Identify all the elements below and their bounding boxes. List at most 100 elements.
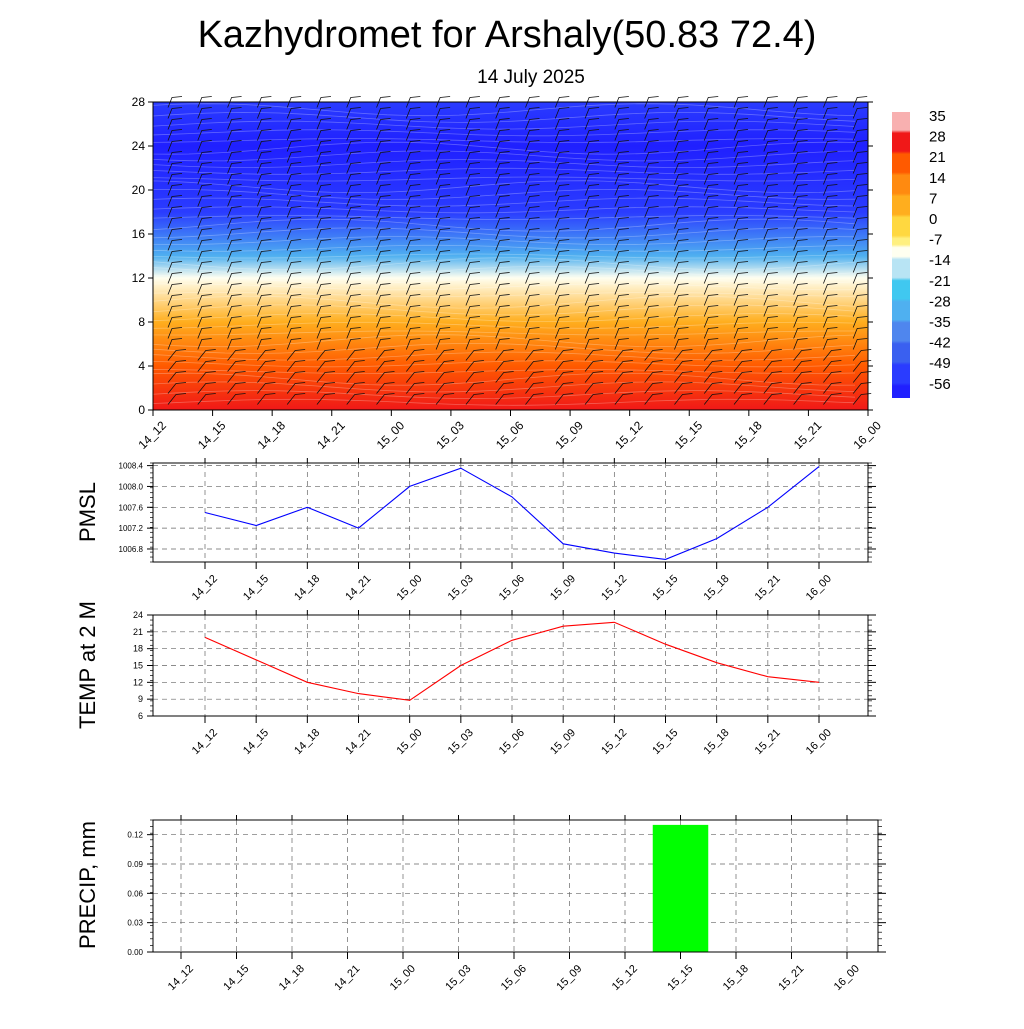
- y-tick-label: 28: [132, 95, 146, 109]
- x-tick-label: 15_06: [493, 418, 527, 452]
- x-tick-label: 15_06: [497, 573, 527, 603]
- x-tick-label: 14_21: [332, 963, 362, 993]
- colorbar-gradient: [892, 112, 910, 398]
- x-tick-label: 15_06: [499, 963, 529, 993]
- temp-2m-ylabel: TEMP at 2 M: [75, 601, 100, 729]
- x-tick-label: 14_12: [166, 963, 196, 993]
- x-tick-label: 15_00: [394, 727, 424, 757]
- y-tick-label: 24: [133, 610, 143, 620]
- x-tick-label: 15_03: [446, 727, 476, 757]
- x-tick-label: 14_15: [241, 573, 271, 603]
- y-tick-label: 0.12: [127, 831, 143, 840]
- y-tick-label: 18: [133, 644, 143, 654]
- y-tick-label: 0: [138, 403, 145, 417]
- y-tick-label: 4: [138, 359, 145, 373]
- x-tick-label: 15_00: [374, 418, 408, 452]
- colorbar-label: -21: [929, 273, 951, 290]
- x-tick-label: 14_18: [292, 727, 322, 757]
- x-tick-label: 15_12: [612, 418, 646, 452]
- x-tick-label: 14_18: [292, 573, 322, 603]
- x-tick-label: 16_00: [804, 573, 834, 603]
- pmsl-panel: 1006.8 1007.2 1007.6 1008.0 1008.4 14_12 14_15…: [75, 458, 876, 603]
- x-tick-label: 15_21: [753, 573, 783, 603]
- x-tick-label: 15_09: [548, 573, 578, 603]
- x-tick-label: 16_00: [832, 963, 862, 993]
- temp-2m-panel: 6 9 12 15 18 21 24 14_12 14_15 14_18 14_21 15_00 15_…: [75, 601, 876, 757]
- x-tick-label: 14_21: [343, 573, 373, 603]
- precip-ylabel: PRECIP, mm: [75, 821, 100, 949]
- colorbar-label: -35: [929, 314, 951, 331]
- y-tick-label: 0.09: [127, 860, 143, 869]
- x-tick-label: 15_18: [701, 573, 731, 603]
- chart-subtitle: 14 July 2025: [477, 67, 585, 88]
- x-tick-label: 15_18: [731, 418, 765, 452]
- x-tick-label: 14_12: [135, 418, 169, 452]
- y-tick-label: 1007.6: [119, 503, 144, 512]
- y-tick-label: 0.06: [127, 889, 143, 898]
- y-tick-label: 16: [132, 227, 146, 241]
- y-tick-label: 15: [133, 661, 143, 671]
- x-tick-label: 15_03: [446, 573, 476, 603]
- colorbar-label: 28: [929, 129, 946, 146]
- colorbar-label: -7: [929, 232, 942, 249]
- x-tick-label: 14_15: [195, 418, 229, 452]
- x-tick-label: 14_12: [190, 573, 220, 603]
- colorbar-label: -14: [929, 252, 951, 269]
- x-tick-label: 15_12: [610, 963, 640, 993]
- y-tick-label: 1007.2: [119, 524, 144, 533]
- y-tick-label: 1008.4: [119, 462, 144, 471]
- x-tick-label: 15_15: [672, 418, 706, 452]
- x-tick-label: 15_12: [599, 573, 629, 603]
- x-tick-label: 15_00: [394, 573, 424, 603]
- colorbar-label: -28: [929, 293, 951, 310]
- x-tick-label: 15_15: [665, 963, 695, 993]
- x-tick-label: 15_03: [433, 418, 467, 452]
- x-tick-label: 15_09: [548, 727, 578, 757]
- y-tick-label: 12: [133, 677, 143, 687]
- x-tick-label: 16_00: [850, 418, 884, 452]
- y-tick-label: 0.00: [127, 948, 143, 957]
- colorbar-label: -42: [929, 335, 951, 352]
- pmsl-frame: [153, 463, 868, 562]
- y-tick-label: 1008.0: [119, 482, 144, 491]
- y-tick-label: 0.03: [127, 919, 143, 928]
- colorbar-label: 7: [929, 190, 937, 207]
- x-tick-label: 15_21: [753, 727, 783, 757]
- y-tick-label: 1006.8: [119, 545, 144, 554]
- x-tick-label: 15_03: [443, 963, 473, 993]
- x-tick-label: 14_15: [221, 963, 251, 993]
- x-tick-label: 14_12: [190, 727, 220, 757]
- colorbar-label: -49: [929, 355, 951, 372]
- colorbar-label: -56: [929, 376, 951, 393]
- x-tick-label: 14_18: [277, 963, 307, 993]
- x-tick-label: 16_00: [804, 727, 834, 757]
- x-tick-label: 15_18: [701, 727, 731, 757]
- x-tick-label: 15_06: [497, 727, 527, 757]
- precip-frame: [153, 820, 878, 952]
- colorbar-label: 21: [929, 149, 946, 166]
- y-tick-label: 21: [133, 627, 143, 637]
- precip-panel: 0.00 0.03 0.06 0.09 0.12 14_12 14_15 14_18 14_21…: [75, 815, 886, 993]
- x-tick-label: 14_18: [255, 418, 289, 452]
- precip-bar: [653, 825, 709, 952]
- y-tick-label: 24: [132, 139, 146, 153]
- chart-title: Kazhydromet for Arshaly(50.83 72.4): [198, 14, 817, 56]
- temperature-field: [153, 102, 868, 410]
- colorbar-label: 35: [929, 108, 946, 125]
- x-tick-label: 15_18: [721, 963, 751, 993]
- x-tick-label: 15_15: [650, 727, 680, 757]
- x-tick-label: 15_21: [791, 418, 825, 452]
- x-tick-label: 15_09: [554, 963, 584, 993]
- y-tick-label: 8: [138, 315, 145, 329]
- pmsl-ylabel: PMSL: [75, 482, 100, 542]
- x-tick-label: 14_15: [241, 727, 271, 757]
- y-tick-label: 6: [138, 711, 143, 721]
- y-tick-label: 20: [132, 183, 146, 197]
- x-tick-label: 15_12: [599, 727, 629, 757]
- x-tick-label: 15_15: [650, 573, 680, 603]
- y-tick-label: 9: [138, 694, 143, 704]
- x-tick-label: 14_21: [343, 727, 373, 757]
